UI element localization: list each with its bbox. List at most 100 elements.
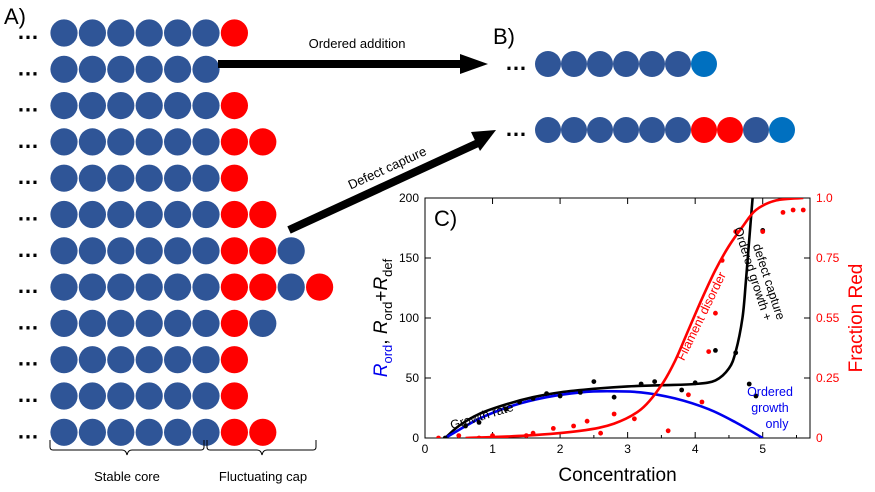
data-point [557, 393, 563, 399]
x-tick-label: 0 [422, 442, 429, 456]
data-point [530, 396, 536, 401]
core-subunit [107, 19, 135, 47]
defect-subunit [220, 128, 248, 156]
cap-subunit [277, 273, 305, 301]
core-subunit [50, 200, 78, 229]
defect-subunit [220, 237, 248, 265]
data-point [611, 394, 617, 400]
panel-a-label: A) [4, 4, 26, 29]
core-subunit [78, 200, 106, 229]
core-subunit [743, 117, 769, 143]
core-subunit [587, 117, 613, 143]
core-subunit [192, 273, 220, 301]
ellipsis: … [17, 164, 39, 189]
x-tick-label: 2 [557, 442, 564, 456]
core-subunit [107, 92, 135, 120]
x-tick-label: 5 [759, 442, 766, 456]
ellipsis: … [17, 418, 39, 443]
core-subunit [192, 309, 220, 337]
stable-core-bracket [49, 440, 205, 456]
x-tick-label: 4 [692, 442, 699, 456]
defect-subunit [220, 346, 248, 374]
cap-subunit [277, 237, 305, 265]
core-subunit [192, 382, 220, 410]
data-point-red [490, 433, 495, 438]
core-subunit [665, 117, 691, 143]
core-subunit [107, 55, 135, 83]
defect-subunit [220, 418, 248, 446]
defect-subunit [220, 200, 248, 229]
core-subunit [135, 92, 163, 120]
ellipsis: … [17, 19, 39, 44]
core-subunit [164, 309, 192, 337]
y-tick-label: 50 [406, 371, 420, 385]
data-point [517, 399, 522, 405]
core-subunit [50, 418, 78, 446]
ordered-only-label: Ordered [747, 385, 793, 399]
ellipsis: … [17, 382, 39, 407]
data-point-red [733, 229, 739, 235]
core-subunit [613, 117, 639, 143]
data-point-red [800, 207, 806, 213]
core-subunit [107, 200, 135, 229]
panel-a-filaments: ……………………………… [17, 19, 334, 446]
ellipsis: … [17, 92, 39, 117]
data-point [577, 390, 583, 395]
core-subunit [192, 128, 220, 156]
filament-row: … [17, 128, 277, 156]
data-point [638, 381, 644, 387]
core-subunit [135, 382, 163, 410]
filament-row: … [17, 92, 248, 120]
core-subunit [135, 418, 163, 446]
core-subunit [78, 273, 106, 301]
ellipsis: … [505, 116, 527, 141]
core-subunit [78, 92, 106, 120]
filament-disorder-label: Filament disorder [674, 270, 729, 363]
data-point-red [699, 399, 705, 405]
core-subunit [107, 237, 135, 265]
defect-subunit [249, 200, 277, 229]
data-point-red [584, 418, 590, 424]
data-point [713, 348, 718, 353]
core-subunit [535, 51, 561, 77]
filament-row: … [17, 237, 305, 265]
core-subunit [107, 346, 135, 374]
data-point-red [436, 435, 441, 438]
core-subunit [78, 128, 106, 156]
core-subunit [135, 128, 163, 156]
defect-subunit [249, 418, 277, 446]
core-subunit [164, 164, 192, 192]
y-axis-label: Rord, Rord+Rdef [371, 258, 395, 377]
defect-subunit [220, 382, 248, 410]
data-point-red [719, 258, 725, 263]
data-point [503, 406, 509, 412]
core-subunit [135, 200, 163, 229]
new-subunit [691, 51, 717, 77]
core-subunit [613, 51, 639, 77]
core-subunit [107, 309, 135, 337]
core-subunit [107, 382, 135, 410]
y2-tick-label: 0.25 [816, 371, 840, 385]
core-subunit [50, 19, 78, 47]
data-point [591, 379, 597, 384]
core-subunit [561, 51, 587, 77]
data-point-red [780, 210, 786, 215]
defect-subunit [220, 309, 248, 337]
filament-row: … [17, 309, 277, 337]
data-point-red [530, 430, 536, 436]
filament-row: … [17, 200, 277, 229]
core-subunit [192, 237, 220, 265]
data-point-red [523, 433, 529, 438]
core-subunit [107, 418, 135, 446]
data-point [442, 435, 448, 438]
ordered-addition-arrow [218, 54, 488, 74]
defect-subunit [717, 117, 743, 143]
core-subunit [78, 418, 106, 446]
core-subunit [50, 55, 78, 83]
y2-tick-label: 0.55 [816, 311, 840, 325]
defect-capture-arrow [287, 130, 496, 234]
ellipsis: … [505, 50, 527, 75]
core-subunit [50, 309, 78, 337]
defect-subunit [220, 19, 248, 47]
